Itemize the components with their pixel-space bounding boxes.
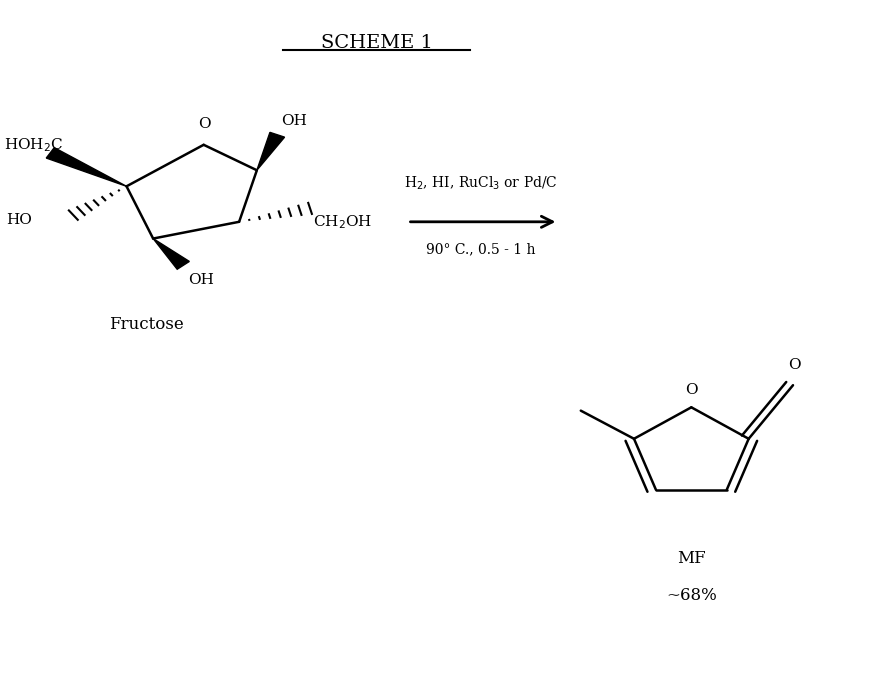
Text: SCHEME 1: SCHEME 1 [320,35,432,52]
Text: HOH$_2$C: HOH$_2$C [4,136,63,154]
Text: MF: MF [676,550,705,567]
Text: O: O [684,382,696,397]
Polygon shape [257,132,284,170]
Text: CH$_2$OH: CH$_2$OH [312,213,372,231]
Text: HO: HO [6,213,32,227]
Text: O: O [198,117,211,132]
Text: Fructose: Fructose [108,315,183,333]
Text: H$_2$, HI, RuCl$_3$ or Pd/C: H$_2$, HI, RuCl$_3$ or Pd/C [404,175,558,193]
Text: O: O [788,358,800,372]
Polygon shape [153,239,190,269]
Text: ~68%: ~68% [665,586,716,604]
Text: 90° C., 0.5 - 1 h: 90° C., 0.5 - 1 h [426,242,536,256]
Text: OH: OH [281,114,307,128]
Text: OH: OH [188,273,214,287]
Polygon shape [46,148,126,186]
